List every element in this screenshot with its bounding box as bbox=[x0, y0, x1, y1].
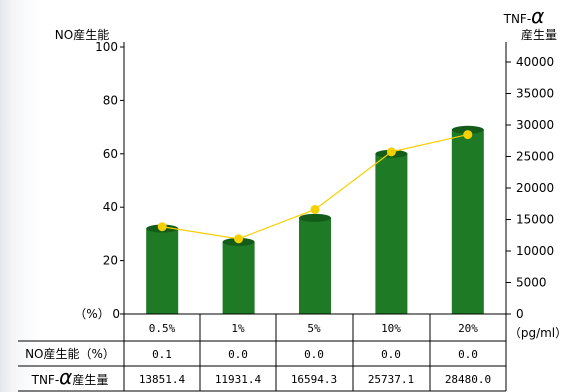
tnf-point bbox=[463, 130, 473, 140]
right-axis-title-greek: α bbox=[531, 4, 544, 28]
table-cell-no: 0.0 bbox=[381, 348, 401, 361]
bar-top bbox=[451, 125, 484, 134]
left-tick-label: 80 bbox=[103, 93, 118, 107]
right-tick-label: 20000 bbox=[516, 181, 554, 195]
left-axis-ticks: 0 20 40 60 80 100 bbox=[95, 40, 124, 321]
right-tick-label: 10000 bbox=[516, 244, 554, 258]
table-cell-tnf: 16594.3 bbox=[291, 373, 337, 386]
tnf-label-prefix: TNF- bbox=[31, 373, 60, 387]
tnf-label-greek: α bbox=[59, 365, 72, 389]
table-cell-tnf: 25737.1 bbox=[368, 373, 414, 386]
bar-series bbox=[146, 125, 484, 314]
table-cell-no: 0.0 bbox=[304, 348, 324, 361]
tnf-label-suffix: 産生量 bbox=[72, 372, 108, 387]
left-tick-label: 100 bbox=[95, 40, 118, 54]
table-grid bbox=[18, 313, 507, 392]
table-cell-no: 0.0 bbox=[228, 348, 248, 361]
right-tick-label: 25000 bbox=[516, 150, 554, 164]
table-row-label-no: NO産生能（%） bbox=[25, 346, 115, 361]
table-cell-no: 0.1 bbox=[152, 348, 172, 361]
table-row-label-tnf: TNF-α産生量 bbox=[31, 365, 109, 389]
line-series bbox=[157, 130, 473, 244]
right-tick-label: 35000 bbox=[516, 87, 554, 101]
right-tick-label: 0 bbox=[516, 307, 524, 321]
right-axis-title: TNF-α bbox=[503, 4, 545, 28]
left-axis-unit: （%） bbox=[74, 307, 109, 321]
table-header-cell: 20% bbox=[458, 322, 478, 335]
left-tick-label: 0 bbox=[112, 307, 120, 321]
left-tick-label: 20 bbox=[103, 254, 118, 268]
table-header-cell: 5% bbox=[307, 322, 321, 335]
left-tick-label: 40 bbox=[103, 200, 118, 214]
bar-top bbox=[299, 213, 331, 222]
table-header-cell: 1% bbox=[231, 322, 245, 335]
data-table: 0.5% 1% 5% 10% 20% NO産生能（%） 0.1 0.0 0.0 … bbox=[18, 313, 507, 392]
table-header-cell: 0.5% bbox=[149, 322, 176, 335]
table-cell-tnf: 13851.4 bbox=[139, 373, 186, 386]
table-cell-tnf: 28480.0 bbox=[445, 373, 491, 386]
bar bbox=[451, 129, 484, 314]
left-tick-label: 60 bbox=[103, 147, 118, 161]
right-tick-label: 15000 bbox=[516, 213, 554, 227]
right-tick-label: 30000 bbox=[516, 118, 554, 132]
bar bbox=[299, 217, 331, 314]
table-header-cell: 10% bbox=[381, 322, 401, 335]
tnf-point bbox=[310, 204, 320, 214]
tnf-point bbox=[386, 147, 396, 157]
right-axis-title-prefix: TNF- bbox=[503, 12, 532, 26]
table-cell-no: 0.0 bbox=[458, 348, 478, 361]
bar bbox=[146, 228, 179, 314]
bar bbox=[222, 241, 255, 314]
bar bbox=[375, 153, 408, 314]
right-tick-label: 40000 bbox=[516, 55, 554, 69]
right-axis-ticks: 0 5000 10000 15000 20000 25000 30000 35000 40000 bbox=[506, 55, 554, 321]
table-cell-tnf: 11931.4 bbox=[215, 373, 262, 386]
right-tick-label: 5000 bbox=[516, 276, 547, 290]
left-axis-title: NO産生能 bbox=[55, 27, 109, 42]
tnf-point bbox=[157, 222, 167, 232]
tnf-point bbox=[234, 234, 244, 244]
right-axis-unit: （pg/ml） bbox=[509, 326, 567, 340]
right-axis-title-suffix: 産生量 bbox=[521, 27, 557, 42]
